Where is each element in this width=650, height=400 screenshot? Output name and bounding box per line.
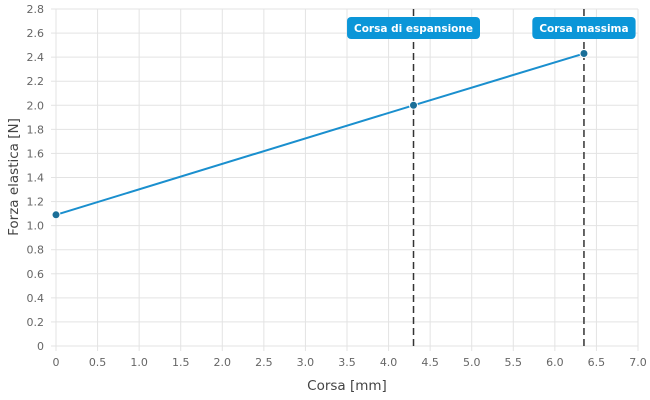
- y-tick-label: 1.8: [27, 123, 45, 136]
- y-tick-label: 2.8: [27, 3, 45, 16]
- annotation-labels: Corsa di espansione Corsa massima: [347, 17, 636, 39]
- y-axis-ticks: 0 0.2 0.4 0.6 0.8 1.0 1.2 1.4 1.6 1.8 2.0 2.2 2.4 2.6…: [27, 3, 56, 353]
- y-tick-label: 1.6: [27, 147, 45, 160]
- y-tick-label: 2.6: [27, 27, 45, 40]
- data-point: [409, 100, 419, 110]
- x-tick-label: 0.5: [89, 356, 107, 369]
- annotation-label-text: Corsa massima: [539, 23, 628, 35]
- data-point: [51, 210, 61, 220]
- y-tick-label: 2.2: [27, 75, 45, 88]
- x-tick-label: 3.0: [297, 356, 315, 369]
- x-tick-label: 4.0: [380, 356, 398, 369]
- x-tick-label: 5.0: [463, 356, 481, 369]
- y-tick-label: 1.0: [27, 220, 45, 233]
- x-axis-title: Corsa [mm]: [307, 378, 387, 394]
- vertical-annotations: [412, 9, 585, 346]
- x-tick-label: 6.0: [546, 356, 564, 369]
- series-layer: [51, 49, 589, 220]
- y-tick-label: 0: [37, 340, 44, 353]
- x-tick-label: 5.5: [505, 356, 523, 369]
- x-axis-ticks: 0 0.5 1.0 1.5 2.0 2.5 3.0 3.5 4.0 4.5 5.0 5.5 6.0 6.5…: [53, 346, 647, 369]
- y-tick-label: 0.4: [27, 292, 45, 305]
- y-tick-label: 0.8: [27, 244, 45, 257]
- y-tick-label: 1.2: [27, 196, 45, 209]
- annotation-label-box: [347, 17, 480, 39]
- x-tick-label: 1.5: [172, 356, 190, 369]
- y-tick-label: 0.6: [27, 268, 45, 281]
- chart-grid: [55, 8, 639, 347]
- x-tick-label: 1.0: [130, 356, 148, 369]
- y-axis-title: Forza elastica [N]: [6, 118, 22, 236]
- x-tick-label: 6.5: [588, 356, 606, 369]
- annotation-label: Corsa massima: [532, 17, 636, 39]
- x-tick-label: 0: [53, 356, 60, 369]
- data-point: [579, 49, 589, 59]
- annotation-label-box: [532, 17, 636, 39]
- x-tick-label: 3.5: [338, 356, 356, 369]
- y-tick-label: 0.2: [27, 316, 45, 329]
- x-tick-label: 2.5: [255, 356, 273, 369]
- x-tick-label: 7.0: [629, 356, 647, 369]
- series-line: [55, 52, 585, 216]
- x-tick-label: 2.0: [214, 356, 232, 369]
- y-tick-label: 1.4: [27, 172, 45, 185]
- annotation-label: Corsa di espansione: [347, 17, 480, 39]
- y-tick-label: 2.4: [27, 51, 45, 64]
- y-tick-label: 2.0: [27, 99, 45, 112]
- x-tick-label: 4.5: [421, 356, 439, 369]
- annotation-label-text: Corsa di espansione: [354, 23, 473, 35]
